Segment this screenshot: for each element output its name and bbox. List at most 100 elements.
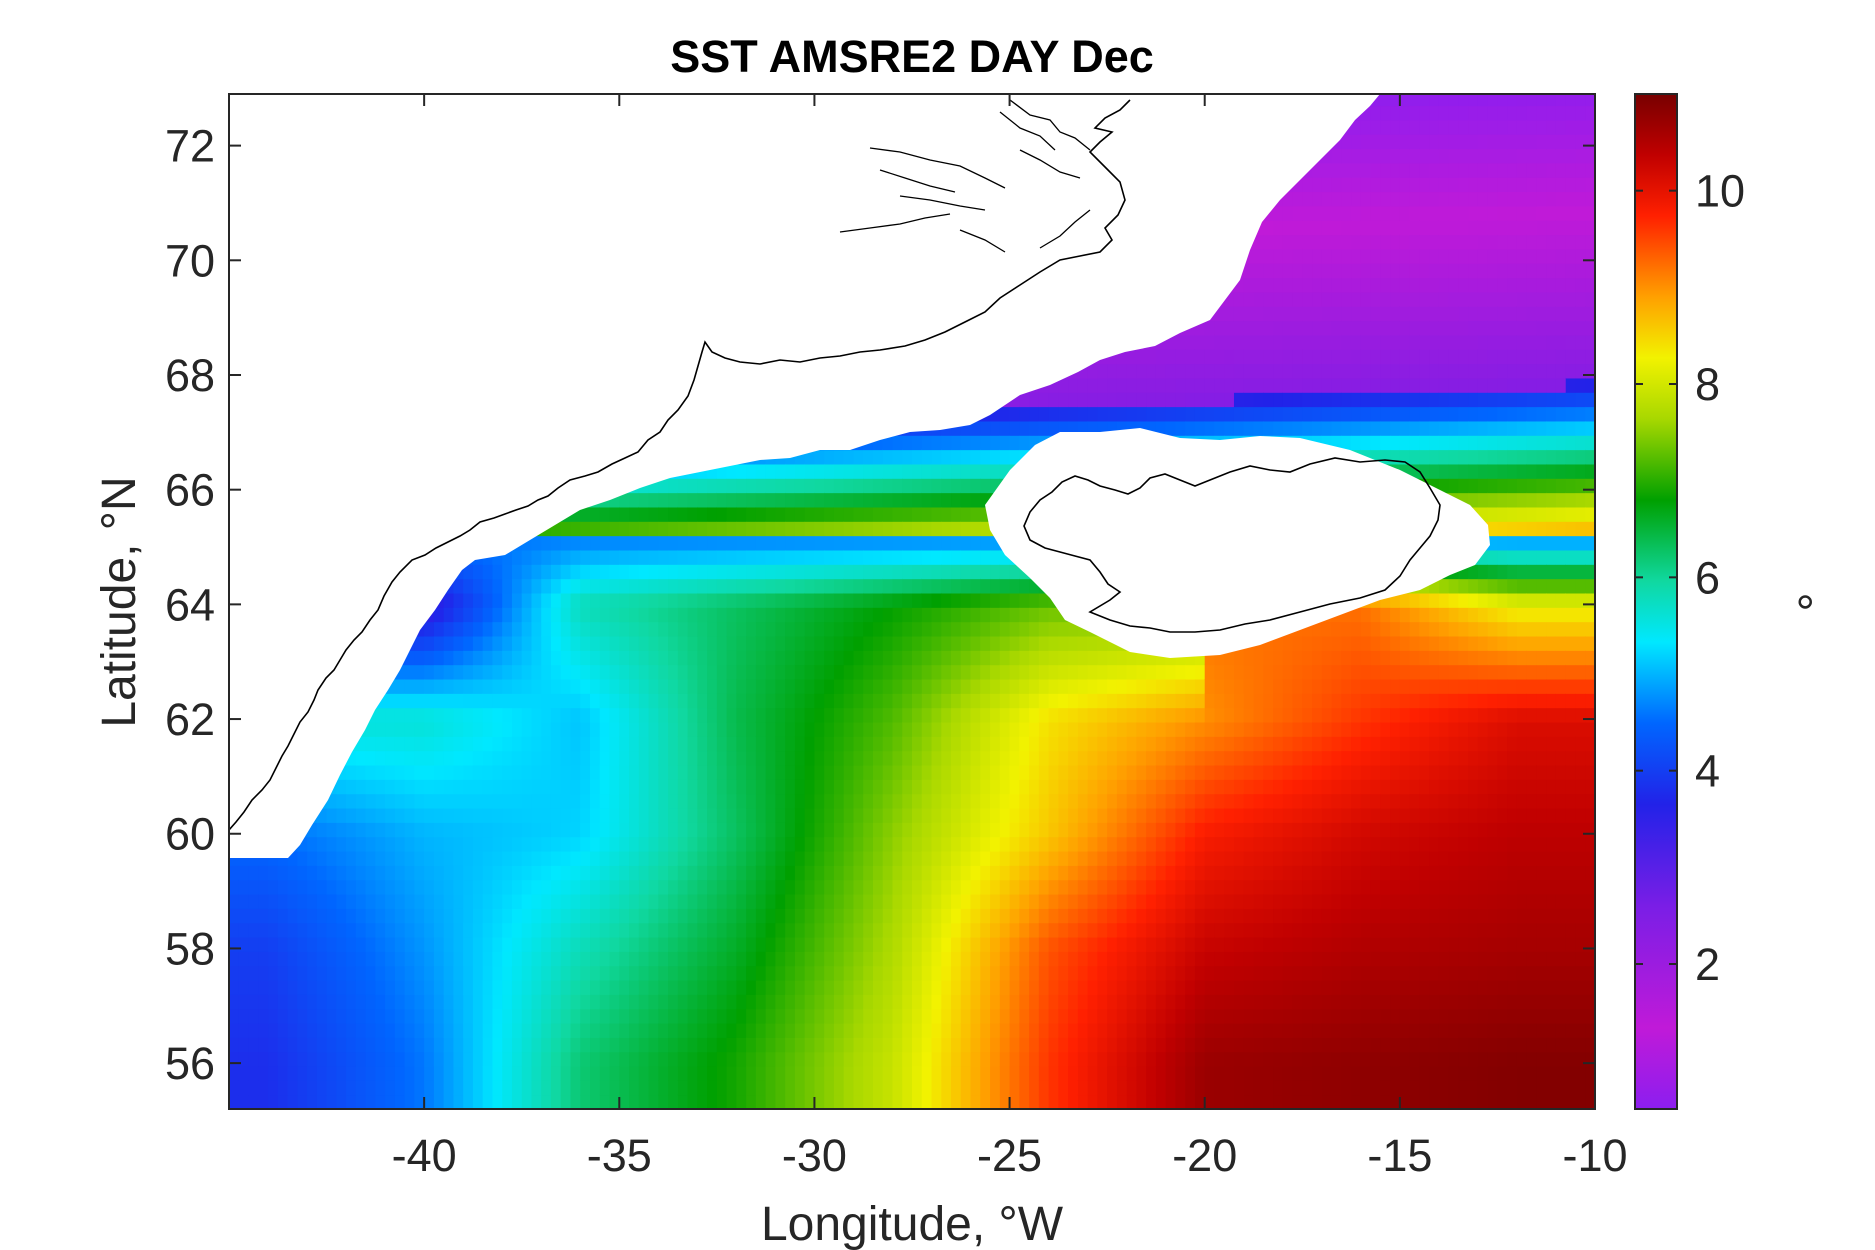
sst-cell: [511, 736, 523, 752]
sst-cell: [385, 922, 396, 938]
sst-cell: [863, 521, 874, 537]
sst-cell: [463, 1051, 474, 1067]
sst-cell: [560, 936, 572, 952]
sst-cell: [872, 807, 884, 823]
sst-cell: [541, 693, 552, 709]
sst-cell: [746, 535, 757, 551]
sst-cell: [775, 521, 786, 537]
sst-cell: [560, 1080, 572, 1096]
sst-cell: [453, 822, 464, 838]
sst-cell: [580, 951, 591, 967]
sst-cell: [794, 922, 806, 938]
sst-cell: [492, 678, 503, 694]
sst-cell: [609, 750, 620, 766]
sst-cell: [824, 549, 835, 565]
sst-cell: [863, 1080, 874, 1096]
sst-cell: [804, 922, 816, 938]
sst-cell: [629, 793, 640, 809]
sst-cell: [902, 1080, 913, 1096]
sst-cell: [609, 521, 620, 537]
sst-cell: [326, 1051, 337, 1067]
sst-cell: [804, 951, 816, 967]
sst-cell: [882, 994, 894, 1010]
sst-cell: [336, 879, 347, 895]
sst-cell: [248, 850, 259, 866]
sst-cell: [550, 908, 562, 924]
sst-cell: [609, 635, 620, 651]
sst-cell: [482, 822, 494, 838]
sst-cell: [843, 693, 855, 709]
sst-cell: [755, 850, 767, 866]
sst-cell: [794, 635, 806, 651]
sst-cell: [824, 922, 835, 938]
sst-cell: [736, 1094, 747, 1109]
sst-cell: [492, 1037, 503, 1053]
sst-cell: [746, 521, 757, 537]
sst-cell: [824, 1080, 835, 1096]
sst-cell: [853, 1022, 864, 1038]
sst-cell: [687, 549, 698, 565]
sst-cell: [580, 779, 591, 795]
sst-cell: [385, 822, 396, 838]
sst-cell: [248, 1065, 259, 1081]
sst-cell: [629, 607, 640, 623]
sst-cell: [560, 908, 572, 924]
sst-cell: [814, 635, 825, 651]
sst-cell: [755, 549, 767, 565]
sst-cell: [472, 965, 484, 981]
sst-cell: [511, 922, 523, 938]
sst-cell: [365, 879, 376, 895]
sst-cell: [375, 1094, 386, 1109]
sst-cell: [560, 521, 572, 537]
sst-cell: [531, 664, 542, 680]
sst-cell: [492, 607, 503, 623]
sst-cell: [736, 779, 747, 795]
sst-cell: [550, 994, 562, 1010]
sst-cell: [404, 865, 415, 881]
sst-cell: [541, 822, 552, 838]
sst-cell: [424, 779, 435, 795]
sst-cell: [492, 1094, 503, 1109]
sst-cell: [697, 979, 708, 995]
sst-cell: [472, 635, 484, 651]
sst-cell: [677, 1051, 689, 1067]
sst-cell: [872, 736, 884, 752]
sst-cell: [531, 635, 542, 651]
sst-cell: [326, 1022, 337, 1038]
sst-cell: [755, 793, 767, 809]
sst-cell: [287, 965, 298, 981]
sst-cell: [736, 664, 747, 680]
sst-cell: [433, 721, 445, 737]
sst-cell: [668, 549, 679, 565]
sst-cell: [687, 721, 698, 737]
sst-cell: [677, 951, 689, 967]
sst-cell: [355, 736, 367, 752]
sst-cell: [863, 506, 874, 522]
sst-cell: [736, 578, 747, 594]
sst-cell: [804, 793, 816, 809]
sst-cell: [902, 478, 913, 494]
sst-cell: [550, 779, 562, 795]
sst-cell: [619, 850, 630, 866]
sst-cell: [853, 793, 864, 809]
sst-cell: [707, 506, 718, 522]
sst-cell: [599, 664, 611, 680]
sst-cell: [755, 779, 767, 795]
sst-cell: [590, 979, 601, 995]
sst-cell: [580, 678, 591, 694]
sst-cell: [424, 879, 435, 895]
sst-cell: [638, 893, 650, 909]
sst-cell: [404, 736, 415, 752]
sst-cell: [463, 807, 474, 823]
sst-cell: [560, 822, 572, 838]
sst-cell: [775, 1022, 786, 1038]
sst-cell: [687, 678, 698, 694]
sst-cell: [570, 764, 581, 780]
sst-cell: [365, 1008, 376, 1024]
sst-cell: [736, 908, 747, 924]
sst-cell: [746, 1065, 757, 1081]
sst-cell: [902, 506, 913, 522]
sst-cell: [843, 635, 855, 651]
sst-cell: [355, 779, 367, 795]
sst-cell: [794, 521, 806, 537]
